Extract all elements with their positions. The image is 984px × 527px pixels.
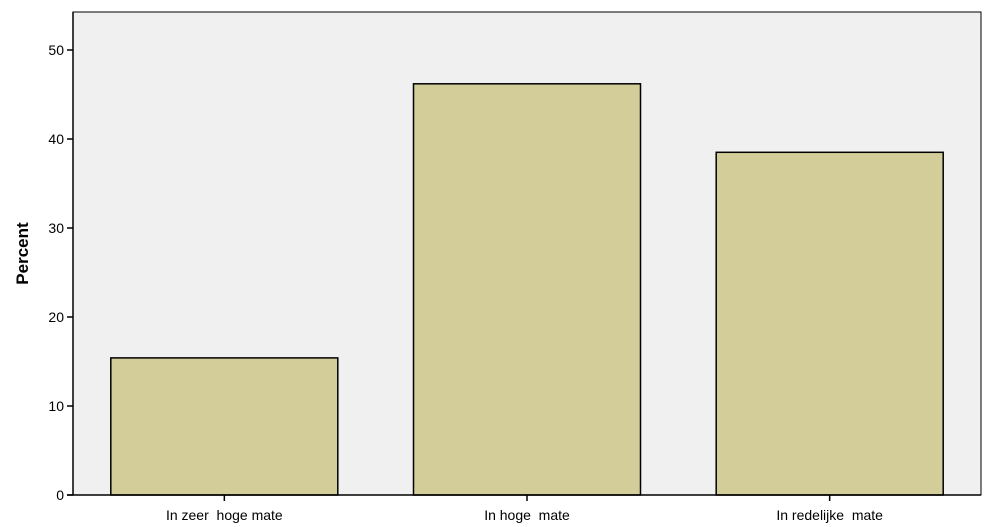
x-category-label: In redelijke mate [776, 507, 883, 523]
y-tick-label: 10 [48, 398, 64, 414]
axes-layer [67, 12, 981, 496]
y-tick-label: 30 [48, 220, 64, 236]
y-tick-label: 20 [48, 309, 64, 325]
y-ticks: 0 10 20 30 40 50 [48, 42, 73, 503]
x-category-label: In hoge mate [484, 507, 570, 523]
y-tick-label: 0 [56, 487, 64, 503]
bar-1 [110, 357, 339, 496]
y-axis-title: Percent [13, 222, 32, 285]
x-category-labels: In zeer hoge mate In hoge mate In redelijk… [166, 495, 883, 523]
x-category-label: In zeer hoge mate [166, 507, 283, 523]
bars-layer [110, 83, 944, 496]
bar-3 [715, 151, 944, 496]
y-tick-label: 50 [48, 42, 64, 58]
y-tick-label: 40 [48, 131, 64, 147]
bar-2 [412, 83, 642, 496]
